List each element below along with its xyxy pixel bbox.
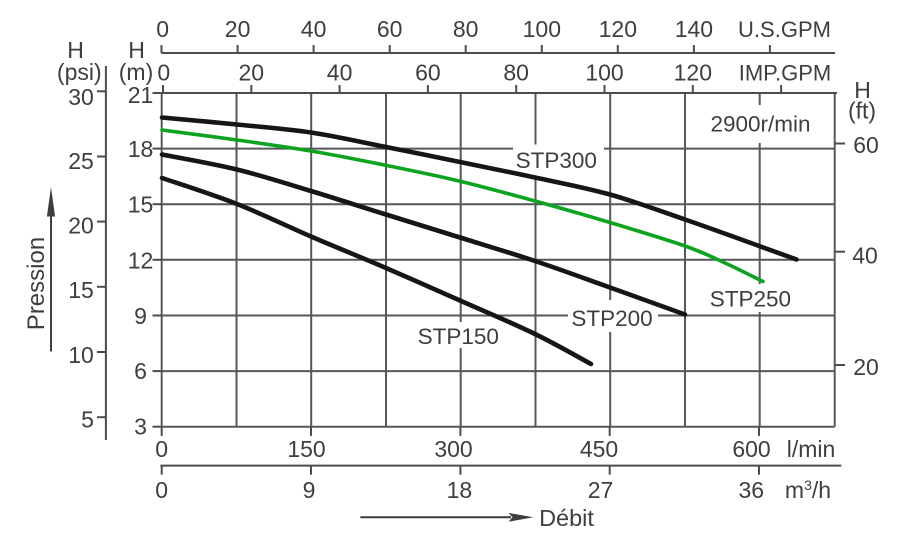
svg-text:STP200: STP200 — [571, 306, 652, 331]
svg-text:18: 18 — [128, 136, 154, 162]
svg-text:6: 6 — [134, 358, 147, 384]
svg-text:20: 20 — [853, 354, 879, 380]
svg-text:60: 60 — [415, 60, 441, 86]
svg-text:140: 140 — [675, 16, 713, 42]
svg-text:STP250: STP250 — [710, 286, 791, 311]
svg-text:120: 120 — [674, 60, 712, 86]
svg-text:10: 10 — [68, 342, 94, 368]
svg-text:100: 100 — [523, 16, 561, 42]
svg-text:40: 40 — [852, 242, 878, 268]
svg-text:5: 5 — [81, 407, 94, 433]
svg-text:H: H — [854, 77, 871, 103]
svg-text:600: 600 — [732, 436, 770, 462]
svg-text:(psi): (psi) — [57, 59, 102, 85]
svg-text:Débit: Débit — [539, 505, 594, 531]
svg-text:60: 60 — [853, 132, 879, 158]
svg-text:0: 0 — [155, 477, 168, 503]
svg-text:120: 120 — [599, 16, 637, 42]
svg-text:9: 9 — [134, 303, 147, 329]
svg-text:21: 21 — [128, 82, 154, 108]
svg-text:40: 40 — [301, 16, 327, 42]
svg-text:18: 18 — [447, 477, 473, 503]
svg-text:27: 27 — [588, 477, 614, 503]
svg-text:l/min: l/min — [787, 436, 836, 462]
svg-text:Pression: Pression — [23, 237, 50, 330]
svg-text:H: H — [128, 37, 145, 63]
svg-text:15: 15 — [128, 192, 154, 218]
svg-text:0: 0 — [155, 436, 168, 462]
svg-text:0: 0 — [157, 60, 170, 86]
svg-text:40: 40 — [327, 60, 353, 86]
svg-text:300: 300 — [434, 436, 472, 462]
svg-text:30: 30 — [68, 84, 94, 110]
svg-text:12: 12 — [128, 247, 154, 273]
svg-text:(m): (m) — [119, 59, 153, 85]
svg-text:H: H — [67, 37, 84, 63]
svg-text:450: 450 — [580, 436, 618, 462]
svg-text:0: 0 — [156, 16, 169, 42]
svg-text:80: 80 — [503, 60, 529, 86]
svg-text:STP300: STP300 — [516, 148, 597, 173]
svg-text:25: 25 — [68, 148, 94, 174]
svg-text:150: 150 — [287, 436, 325, 462]
svg-text:15: 15 — [68, 277, 94, 303]
svg-text:20: 20 — [225, 16, 251, 42]
svg-text:STP150: STP150 — [418, 324, 499, 349]
svg-text:9: 9 — [303, 477, 316, 503]
svg-text:(ft): (ft) — [848, 98, 876, 124]
svg-text:80: 80 — [453, 16, 479, 42]
svg-text:100: 100 — [585, 60, 623, 86]
svg-text:20: 20 — [68, 213, 94, 239]
svg-text:3: 3 — [134, 414, 147, 440]
svg-text:60: 60 — [377, 16, 403, 42]
svg-text:2900r/min: 2900r/min — [710, 112, 810, 137]
svg-text:IMP.GPM: IMP.GPM — [739, 61, 832, 86]
svg-text:36: 36 — [739, 477, 765, 503]
svg-text:U.S.GPM: U.S.GPM — [738, 17, 831, 42]
svg-text:20: 20 — [239, 60, 265, 86]
